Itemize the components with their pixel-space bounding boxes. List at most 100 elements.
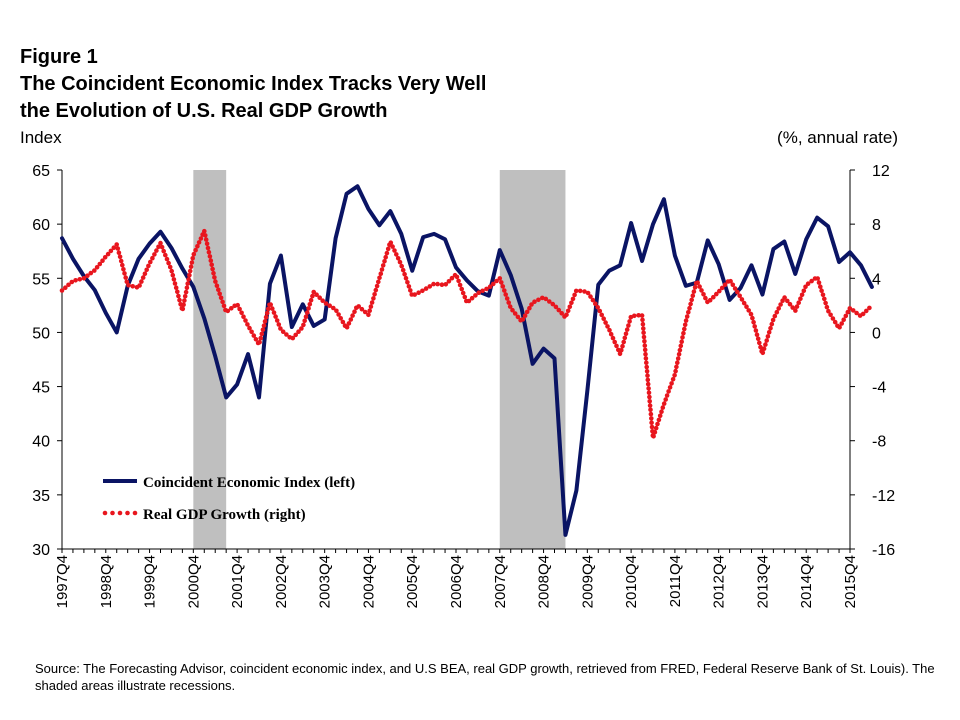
gdp-dot bbox=[195, 244, 200, 249]
left-tick-label: 45 bbox=[32, 380, 50, 397]
gdp-dot bbox=[573, 288, 579, 294]
gdp-dot bbox=[641, 326, 646, 331]
gdp-dot bbox=[273, 314, 278, 319]
gdp-dot bbox=[764, 338, 769, 343]
gdp-dot bbox=[585, 290, 591, 296]
gdp-dot bbox=[257, 339, 262, 345]
gdp-dot bbox=[314, 292, 319, 298]
gdp-dot bbox=[787, 301, 793, 307]
gdp-dot bbox=[187, 268, 193, 274]
gdp-dot bbox=[249, 329, 254, 335]
right-tick-label: -4 bbox=[872, 380, 886, 397]
gdp-dot bbox=[377, 275, 382, 281]
gdp-dot bbox=[758, 344, 763, 350]
gdp-dot bbox=[774, 309, 780, 315]
figure-title: Figure 1 The Coincident Economic Index T… bbox=[20, 44, 486, 125]
gdp-dot bbox=[644, 360, 649, 366]
gdp-dot bbox=[435, 281, 440, 287]
gdp-dot bbox=[711, 294, 716, 300]
gdp-dot bbox=[229, 306, 234, 311]
gdp-dot bbox=[627, 319, 632, 324]
gdp-dot bbox=[473, 293, 478, 298]
gdp-dot bbox=[717, 288, 722, 294]
gdp-dot bbox=[506, 300, 512, 305]
gdp-dot bbox=[782, 295, 787, 300]
gdp-dot bbox=[803, 284, 808, 290]
gdp-dot bbox=[669, 381, 674, 386]
gdp-dot bbox=[672, 373, 677, 378]
gdp-dot bbox=[208, 258, 214, 263]
gdp-dot bbox=[169, 268, 174, 274]
gdp-dot bbox=[420, 288, 425, 294]
gdp-dot bbox=[81, 276, 87, 281]
gdp-dot bbox=[439, 282, 445, 288]
gdp-dot bbox=[622, 335, 628, 341]
gdp-dot bbox=[427, 284, 433, 289]
gdp-dot bbox=[644, 364, 649, 370]
gdp-dot bbox=[623, 331, 629, 337]
gdp-dot bbox=[130, 284, 135, 289]
gdp-dot bbox=[801, 288, 807, 294]
gdp-dot bbox=[719, 285, 725, 291]
gdp-dot bbox=[88, 270, 94, 276]
gdp-dot bbox=[522, 313, 528, 319]
gdp-dot bbox=[280, 329, 286, 335]
gdp-dot bbox=[184, 285, 190, 291]
gdp-dot bbox=[832, 319, 838, 325]
gdp-dot bbox=[108, 248, 114, 254]
gdp-dot bbox=[237, 306, 242, 312]
gdp-dot bbox=[308, 297, 314, 303]
x-tick-label: 1999Q4 bbox=[142, 555, 159, 608]
gdp-dot bbox=[687, 305, 692, 311]
gdp-dot bbox=[751, 319, 756, 325]
gdp-dot bbox=[181, 302, 186, 308]
gdp-dot bbox=[614, 343, 619, 349]
gdp-dot bbox=[170, 272, 176, 278]
gdp-dot bbox=[626, 323, 631, 328]
gdp-dot bbox=[382, 259, 387, 264]
gdp-dot bbox=[176, 293, 181, 299]
gdp-dot bbox=[66, 282, 71, 288]
gdp-dot bbox=[837, 325, 842, 330]
gdp-dot bbox=[655, 421, 660, 427]
gdp-dot bbox=[211, 270, 216, 276]
gdp-dot bbox=[266, 306, 271, 312]
gdp-dot bbox=[769, 321, 775, 327]
gdp-dot bbox=[209, 262, 214, 268]
gdp-dot bbox=[158, 240, 163, 246]
gdp-dot bbox=[299, 326, 304, 331]
gdp-dot bbox=[684, 314, 690, 319]
gdp-dot bbox=[755, 336, 761, 342]
gdp-dot bbox=[540, 295, 545, 301]
gdp-dot bbox=[847, 306, 853, 311]
gdp-dot bbox=[69, 279, 75, 285]
gdp-dot bbox=[431, 281, 436, 287]
x-tick-label: 1998Q4 bbox=[98, 555, 115, 608]
gdp-dot bbox=[646, 386, 651, 391]
gdp-dot bbox=[394, 252, 399, 257]
gdp-dot bbox=[385, 246, 391, 252]
legend-gdp-swatch-dot bbox=[125, 510, 130, 516]
gdp-dot bbox=[124, 279, 130, 285]
gdp-dot bbox=[166, 260, 171, 266]
gdp-dot bbox=[577, 288, 583, 294]
gdp-dot bbox=[373, 287, 379, 293]
gdp-dot bbox=[619, 348, 624, 353]
gdp-dot bbox=[550, 301, 556, 307]
gdp-dot bbox=[645, 381, 651, 387]
gdp-dot bbox=[310, 293, 315, 299]
gdp-dot bbox=[699, 288, 704, 293]
gdp-dot bbox=[460, 290, 466, 296]
gdp-dot bbox=[161, 248, 166, 254]
gdp-dot bbox=[206, 249, 212, 255]
gdp-dot bbox=[399, 263, 405, 269]
gdp-dot bbox=[163, 252, 168, 258]
legend-cei-label: Coincident Economic Index (left) bbox=[143, 475, 355, 491]
gdp-dot bbox=[497, 276, 503, 281]
gdp-dot bbox=[722, 282, 728, 288]
gdp-dot bbox=[644, 369, 650, 374]
gdp-dot bbox=[737, 293, 742, 299]
left-tick-label: 55 bbox=[32, 271, 50, 288]
legend-gdp-swatch-dot bbox=[132, 510, 138, 516]
gdp-dot bbox=[822, 296, 827, 302]
